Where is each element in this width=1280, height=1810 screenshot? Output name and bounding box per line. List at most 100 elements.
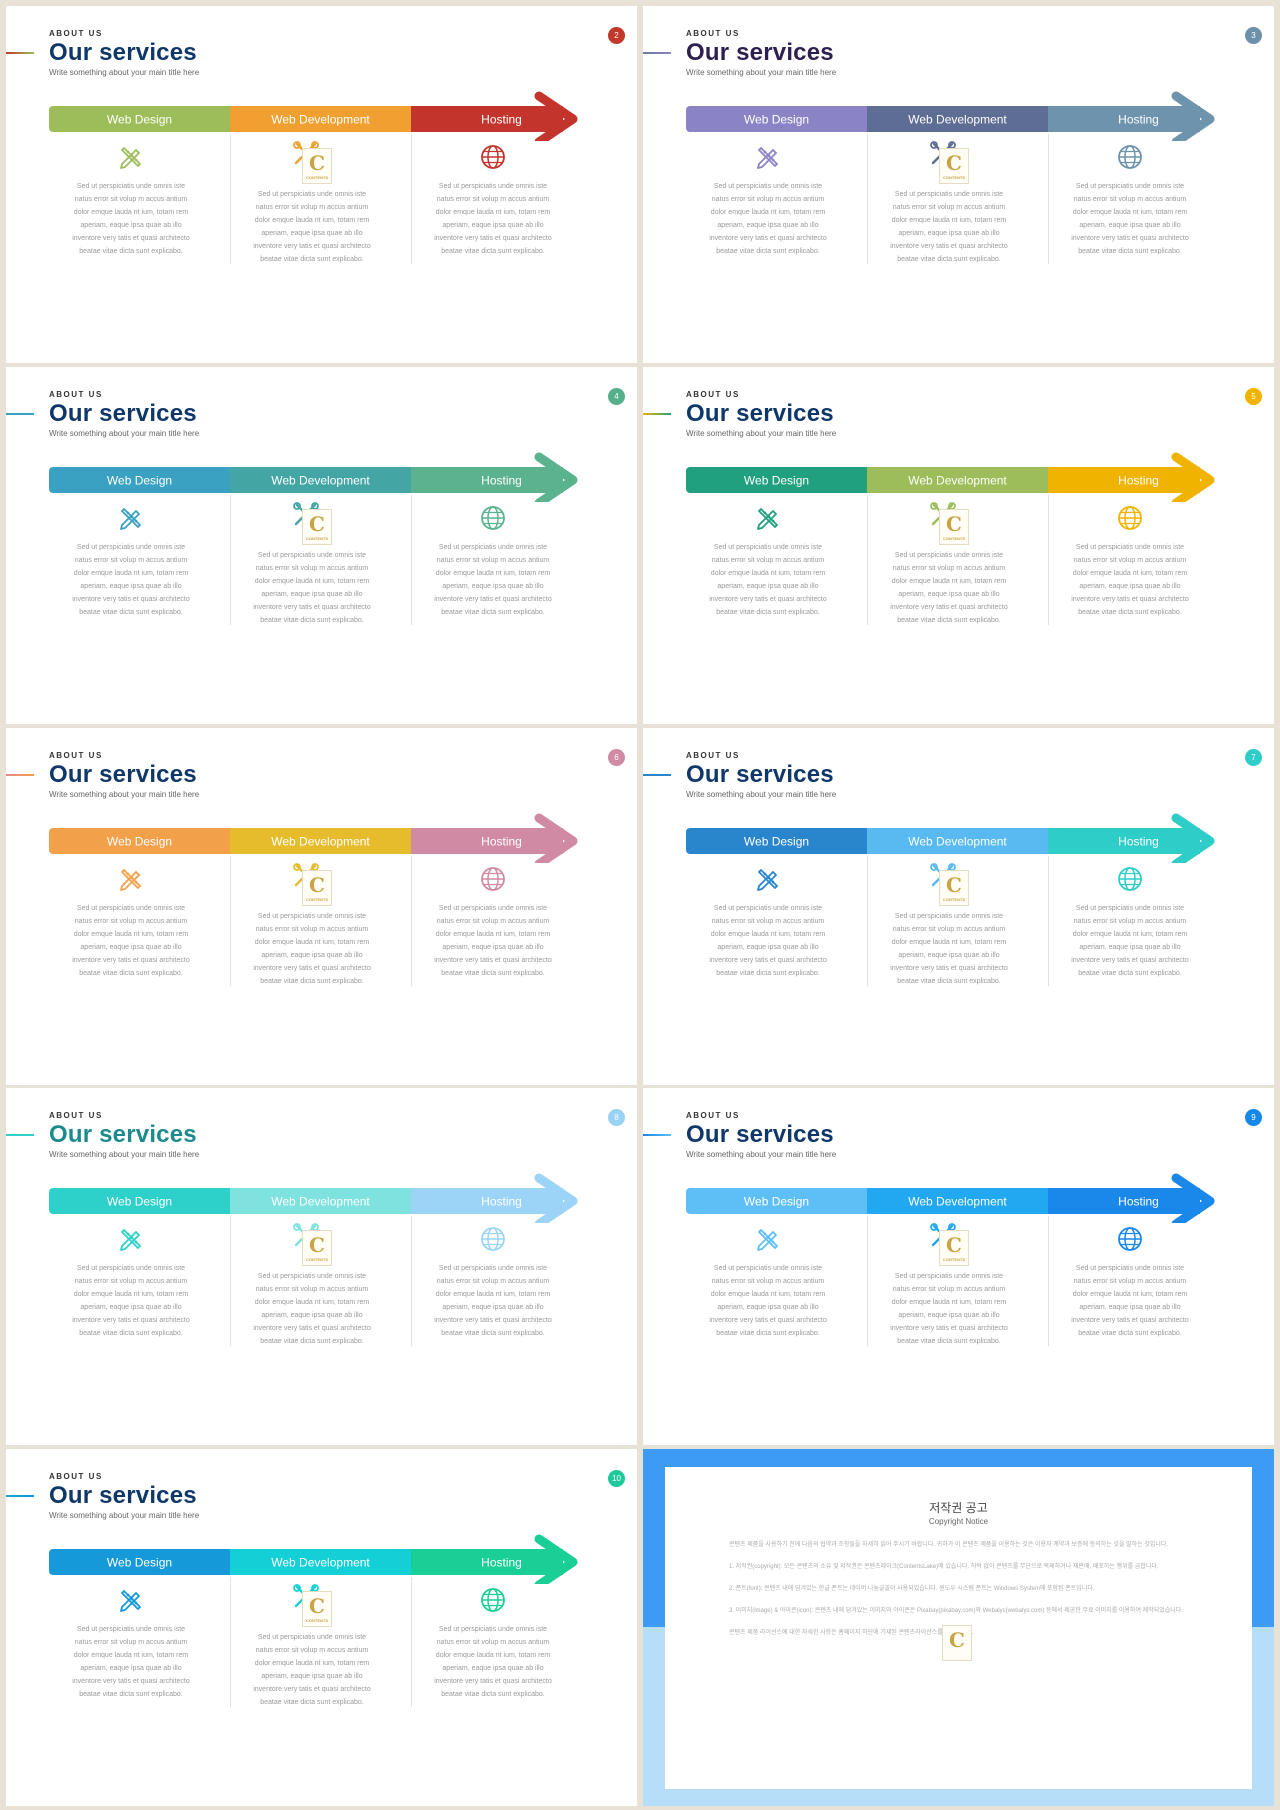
step-segment-web-development [230,1549,411,1575]
service-description: Sed ut perspiciatis unde omnis iste natu… [709,183,827,255]
globe-icon [1118,145,1142,169]
accent-line [6,1134,34,1136]
step-segment-hosting [411,106,559,132]
step-segment-web-design [49,1549,230,1575]
step-label: Web Design [744,474,809,488]
eyebrow-label: ABOUT US [686,390,740,399]
slide-title: Our services [49,400,197,427]
step-label: Web Design [107,1556,172,1570]
logo-letter: C [309,1233,325,1257]
slide-our-services: ABOUT US Our services Write something abou… [643,367,1274,724]
service-column: C CONTENTS Sed ut perspiciatis unde omnis … [870,136,1028,271]
column-divider [230,1216,231,1346]
arrow-connector [551,106,563,132]
copyright-paragraph: 콘텐츠 제품을 사용하기 전에 다음의 협약과 조항들을 자세히 읽어 주시기 … [729,1542,1169,1548]
service-description: Sed ut perspiciatis unde omnis iste natu… [434,905,552,977]
slide-title: Our services [686,1121,834,1148]
arrow-connector [1188,467,1200,493]
step-label: Hosting [1118,474,1159,488]
pencil-ruler-icon [120,869,141,891]
step-segment-web-design [49,106,230,132]
step-label: Hosting [1118,1195,1159,1209]
slide-subtitle: Write something about your main title he… [686,1150,837,1159]
pencil-ruler-icon [120,1229,141,1251]
logo-letter: C [946,873,962,897]
service-description: Sed ut perspiciatis unde omnis iste natu… [709,1265,827,1337]
service-column: Sed ut perspiciatis unde omnis iste natu… [1051,497,1209,632]
accent-line [643,774,671,776]
pencil-ruler-icon [120,1590,141,1612]
column-divider [411,495,412,625]
service-column: C CONTENTS Sed ut perspiciatis unde omnis … [870,858,1028,993]
step-segment-web-design [686,828,867,854]
step-label: Web Development [271,1556,370,1570]
step-segment-hosting [1048,106,1196,132]
step-label: Web Development [908,113,1007,127]
column-divider [867,495,868,625]
column-divider [867,856,868,986]
step-label: Web Design [744,1195,809,1209]
tools-logo-icon: C CONTENTS [292,1583,332,1629]
arrow-connector [551,1549,563,1575]
process-arrow: Web Design Web Development Hosting [686,813,1215,863]
contents-logo: C CONTENTS [302,1230,332,1266]
step-label: Web Development [908,835,1007,849]
arrow-head [534,1534,578,1584]
step-segment-web-development [230,467,411,493]
service-description: Sed ut perspiciatis unde omnis iste natu… [434,183,552,255]
logo-caption: CONTENTS [306,175,328,180]
step-label: Web Design [107,1195,172,1209]
step-label: Hosting [481,113,522,127]
copyright-body: 콘텐츠 제품을 사용하기 전에 다음의 협약과 조항들을 자세히 읽어 주시기 … [729,1539,1189,1649]
page-number-badge: 3 [1245,27,1262,44]
logo-letter: C [949,1628,965,1652]
logo-letter: C [946,151,962,175]
step-segment-web-development [230,1188,411,1214]
globe-icon [1118,1227,1142,1251]
arrow-connector [551,467,563,493]
slide-subtitle: Write something about your main title he… [49,68,200,77]
page-number-badge: 4 [608,388,625,405]
step-segment-web-design [686,1188,867,1214]
service-description: Sed ut perspiciatis unde omnis iste natu… [709,544,827,616]
process-arrow: Web Design Web Development Hosting [49,1534,578,1584]
slide-title: Our services [686,400,834,427]
column-divider [411,856,412,986]
page-number-badge: 5 [1245,388,1262,405]
column-divider [411,1216,412,1346]
slide-title: Our services [686,39,834,66]
page-number-badge: 2 [608,27,625,44]
slide-title: Our services [49,39,197,66]
service-column: Sed ut perspiciatis unde omnis iste natu… [52,858,210,993]
arrow-connector [1188,106,1200,132]
step-label: Hosting [481,1195,522,1209]
service-description: Sed ut perspiciatis unde omnis iste natu… [72,183,190,255]
step-label: Web Development [271,1195,370,1209]
pencil-ruler-icon [120,147,141,169]
eyebrow-label: ABOUT US [49,1472,103,1481]
logo-caption: CONTENTS [306,536,328,541]
slide-our-services: ABOUT US Our services Write something abou… [643,6,1274,363]
step-segment-hosting [411,828,559,854]
arrow-head [1171,452,1215,502]
page-number-badge: 10 [608,1470,625,1487]
slide-subtitle: Write something about your main title he… [49,1150,200,1159]
service-description: Sed ut perspiciatis unde omnis iste natu… [434,1265,552,1337]
service-column: Sed ut perspiciatis unde omnis iste natu… [689,497,847,632]
service-column: Sed ut perspiciatis unde omnis iste natu… [52,136,210,271]
column-divider [411,1577,412,1707]
arrow-head [534,1173,578,1223]
logo-caption: CONTENTS [943,897,965,902]
column-divider [230,1577,231,1707]
service-column: C CONTENTS Sed ut perspiciatis unde omnis … [870,1218,1028,1353]
service-column: Sed ut perspiciatis unde omnis iste natu… [414,497,572,632]
step-segment-hosting [411,1188,559,1214]
service-column: Sed ut perspiciatis unde omnis iste natu… [689,858,847,993]
column-divider [1048,1216,1049,1346]
service-description: Sed ut perspiciatis unde omnis iste natu… [709,905,827,977]
accent-line [643,1134,671,1136]
contents-logo: C CONTENTS [302,509,332,545]
slide-our-services: ABOUT US Our services Write something abou… [6,6,637,363]
slide-subtitle: Write something about your main title he… [686,68,837,77]
step-segment-hosting [411,1549,559,1575]
